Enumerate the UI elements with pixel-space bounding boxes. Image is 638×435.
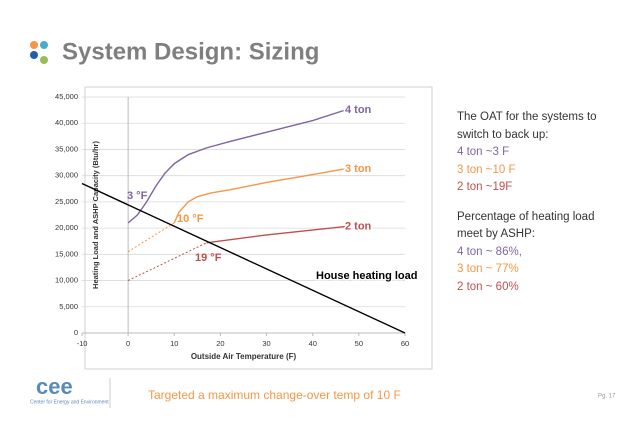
note-line: The OAT for the systems to switch to bac… bbox=[457, 111, 597, 141]
logo-caption: Center for Energy and Environment bbox=[30, 399, 109, 405]
x-tick-label: 40 bbox=[309, 339, 317, 348]
y-tick-label: 15,000 bbox=[55, 249, 78, 258]
series-line bbox=[81, 182, 406, 334]
y-axis-label: Heating Load and ASHP Capacity (Btu/hr) bbox=[91, 141, 100, 289]
y-tick-label: 35,000 bbox=[55, 144, 78, 153]
annotation: 19 °F bbox=[195, 252, 222, 264]
annotation: 3 °F bbox=[127, 190, 148, 202]
x-tick-label: 30 bbox=[262, 339, 270, 348]
series-label: 2 ton bbox=[345, 220, 372, 232]
series-label: House heating load bbox=[316, 270, 417, 282]
icon-dot bbox=[30, 51, 38, 59]
y-tick-label: 20,000 bbox=[55, 223, 78, 232]
note-line: 3 ton ~10 F bbox=[457, 163, 516, 176]
footer: Targeted a maximum change-over temp of 1… bbox=[148, 388, 401, 402]
note-line: 2 ton ~ 60% bbox=[457, 280, 519, 293]
series-label: 3 ton bbox=[345, 163, 372, 175]
note-paragraph: Percentage of heating load meet by ASHP:… bbox=[457, 209, 617, 297]
icon-dot bbox=[40, 56, 48, 64]
icon-dot bbox=[30, 41, 38, 49]
page-number: Pg. 17 bbox=[598, 394, 616, 400]
x-axis-label: Outside Air Temperature (F) bbox=[191, 352, 297, 361]
x-tick-label: 60 bbox=[401, 339, 409, 348]
series-line bbox=[127, 222, 175, 253]
series-line bbox=[173, 168, 346, 224]
y-tick-label: 30,000 bbox=[55, 171, 78, 180]
series-line bbox=[127, 109, 346, 224]
note-line: Percentage of heating load meet by ASHP: bbox=[457, 210, 595, 241]
note-line: 3 ton ~ 77% bbox=[457, 263, 519, 275]
note-line: 2 ton ~19F bbox=[457, 181, 513, 193]
note-paragraph: The OAT for the systems to switch to bac… bbox=[457, 109, 617, 197]
x-tick-label: 10 bbox=[170, 339, 178, 348]
note-line: 4 ton ~3 F bbox=[457, 146, 510, 158]
y-tick-label: 5,000 bbox=[59, 302, 78, 311]
y-tick-label: 0 bbox=[74, 328, 78, 337]
x-tick-label: 0 bbox=[126, 339, 130, 348]
y-tick-label: 40,000 bbox=[55, 118, 78, 127]
x-tick-label: -10 bbox=[77, 339, 88, 348]
series-line bbox=[206, 225, 346, 244]
series-label: 4 ton bbox=[345, 104, 372, 116]
annotation: 10 °F bbox=[177, 213, 204, 225]
logo: cee bbox=[36, 374, 73, 399]
y-tick-label: 45,000 bbox=[55, 92, 78, 101]
slide-title: System Design: Sizing bbox=[62, 38, 319, 65]
x-tick-label: 20 bbox=[216, 339, 224, 348]
y-tick-label: 25,000 bbox=[55, 197, 78, 206]
series-line bbox=[127, 242, 207, 282]
notes: The OAT for the systems to switch to bac… bbox=[457, 109, 617, 308]
x-tick-label: 50 bbox=[355, 339, 363, 348]
note-line: 4 ton ~ 86%, bbox=[457, 245, 522, 258]
icon-dot bbox=[40, 41, 48, 49]
y-tick-label: 10,000 bbox=[55, 276, 78, 285]
